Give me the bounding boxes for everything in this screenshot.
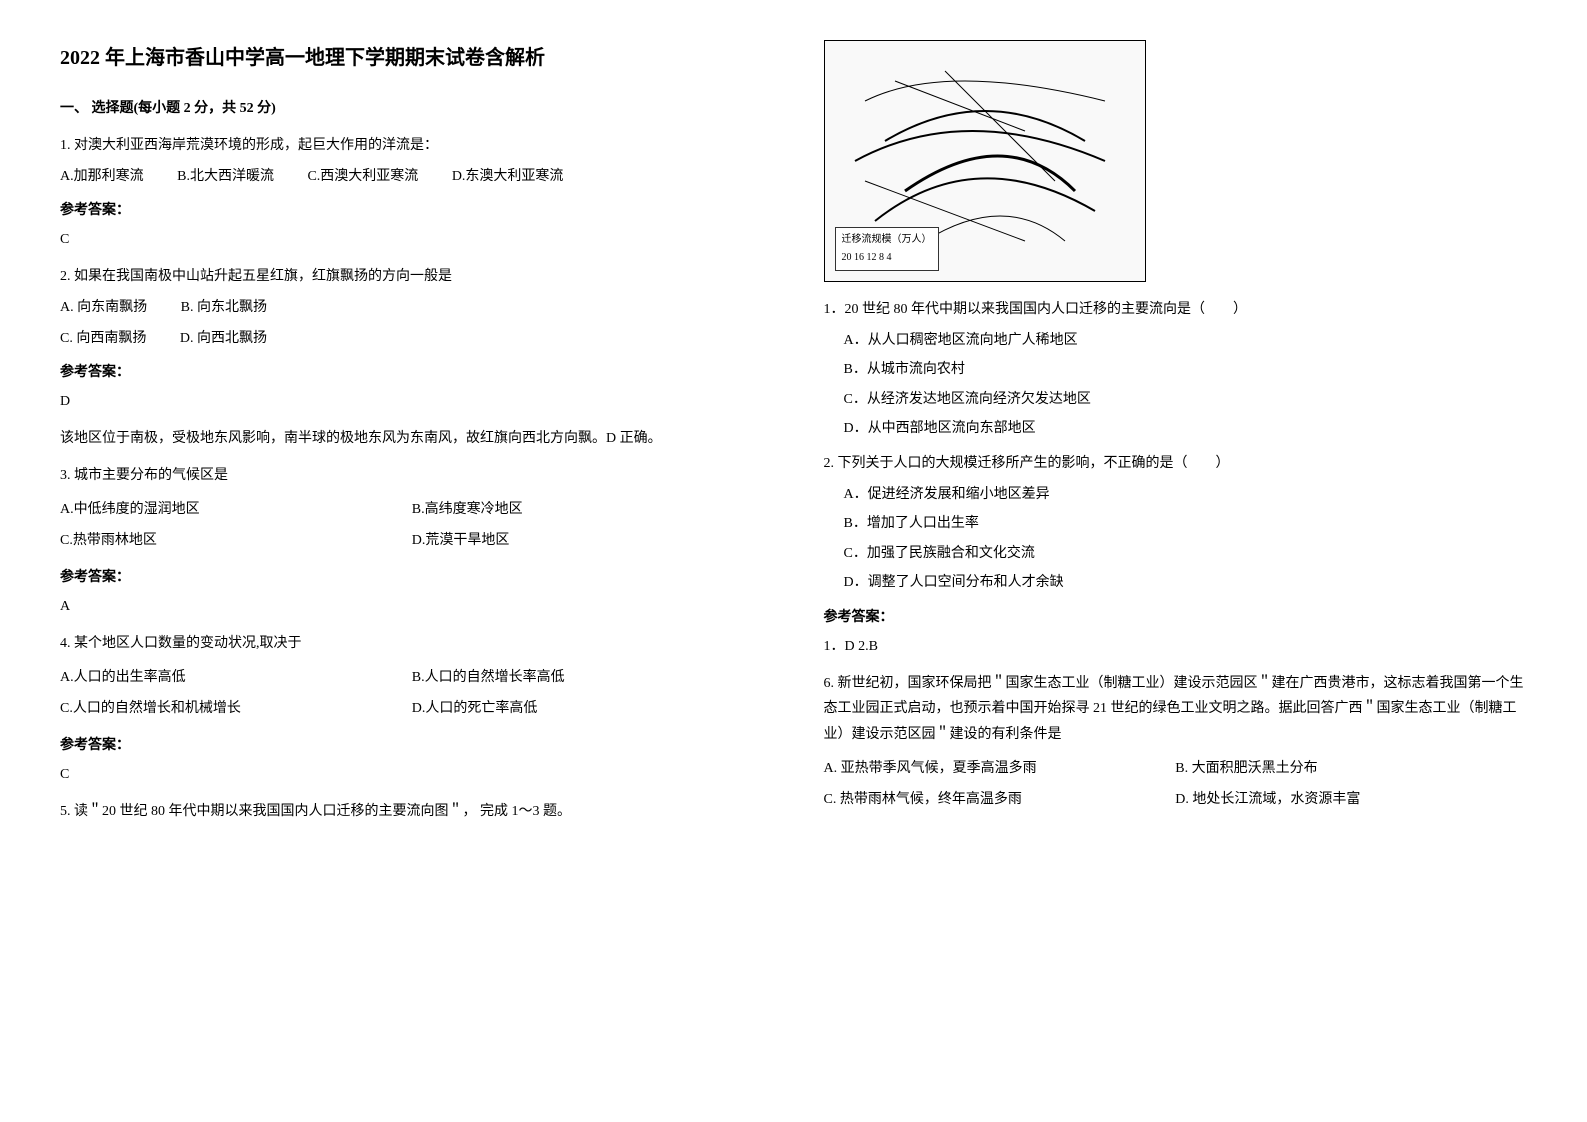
question-1: 1. 对澳大利亚西海岸荒漠环境的形成，起巨大作用的洋流是： A.加那利寒流 B.… xyxy=(60,133,764,252)
option-b: B. 向东北飘扬 xyxy=(181,295,267,320)
question-5-intro: 5. 读＂20 世纪 80 年代中期以来我国国内人口迁移的主要流向图＂， 完成 … xyxy=(60,799,764,824)
question-options: A. 亚热带季风气候，夏季高温多雨 B. 大面积肥沃黑土分布 C. 热带雨林气候… xyxy=(824,753,1528,815)
option-c: C.人口的自然增长和机械增长 xyxy=(60,696,412,721)
option-b: B.高纬度寒冷地区 xyxy=(412,497,764,522)
right-column: 迁移流规模（万人） 20 16 12 8 4 1．20 世纪 80 年代中期以来… xyxy=(824,40,1528,836)
option-d: D. 向西北飘扬 xyxy=(180,326,267,351)
answer-value: A xyxy=(60,594,764,619)
question-text: 4. 某个地区人口数量的变动状况,取决于 xyxy=(60,631,764,656)
question-5-sub2: 2. 下列关于人口的大规模迁移所产生的影响，不正确的是（ ） A．促进经济发展和… xyxy=(824,451,1528,595)
question-text: 5. 读＂20 世纪 80 年代中期以来我国国内人口迁移的主要流向图＂， 完成 … xyxy=(60,799,764,824)
option-c: C. 热带雨林气候，终年高温多雨 xyxy=(824,787,1176,812)
option-c: C.热带雨林地区 xyxy=(60,528,412,553)
map-legend: 迁移流规模（万人） 20 16 12 8 4 xyxy=(835,227,939,271)
map-legend-values: 20 16 12 8 4 xyxy=(842,249,932,267)
option-d: D.荒漠干旱地区 xyxy=(412,528,764,553)
section-1-header: 一、 选择题(每小题 2 分，共 52 分) xyxy=(60,96,764,121)
question-6: 6. 新世纪初，国家环保局把＂国家生态工业（制糖工业）建设示范园区＂建在广西贵港… xyxy=(824,671,1528,815)
page-title: 2022 年上海市香山中学高一地理下学期期末试卷含解析 xyxy=(60,40,764,76)
option-a: A．从人口稠密地区流向地广人稀地区 xyxy=(844,328,1528,353)
option-d: D.东澳大利亚寒流 xyxy=(452,164,564,189)
option-d: D．调整了人口空间分布和人才余缺 xyxy=(844,570,1528,595)
question-4: 4. 某个地区人口数量的变动状况,取决于 A.人口的出生率高低 B.人口的自然增… xyxy=(60,631,764,787)
option-a: A.加那利寒流 xyxy=(60,164,144,189)
option-a: A.人口的出生率高低 xyxy=(60,665,412,690)
option-d: D. 地处长江流域，水资源丰富 xyxy=(1175,787,1527,812)
answer-value: 1．D 2.B xyxy=(824,634,1528,659)
question-text: 6. 新世纪初，国家环保局把＂国家生态工业（制糖工业）建设示范园区＂建在广西贵港… xyxy=(824,671,1528,747)
question-text: 2. 下列关于人口的大规模迁移所产生的影响，不正确的是（ ） xyxy=(824,451,1528,476)
option-a: A．促进经济发展和缩小地区差异 xyxy=(844,482,1528,507)
question-5-sub1: 1．20 世纪 80 年代中期以来我国国内人口迁移的主要流向是（ ） A．从人口… xyxy=(824,297,1528,441)
answer-label: 参考答案： xyxy=(60,565,764,590)
option-a: A. 向东南飘扬 xyxy=(60,295,147,320)
question-options: A.加那利寒流 B.北大西洋暖流 C.西澳大利亚寒流 D.东澳大利亚寒流 xyxy=(60,164,764,189)
option-b: B.人口的自然增长率高低 xyxy=(412,665,764,690)
question-options: A. 向东南飘扬 B. 向东北飘扬 xyxy=(60,295,764,320)
question-text: 1．20 世纪 80 年代中期以来我国国内人口迁移的主要流向是（ ） xyxy=(824,297,1528,322)
option-c: C. 向西南飘扬 xyxy=(60,326,146,351)
question-options: A.中低纬度的湿润地区 B.高纬度寒冷地区 C.热带雨林地区 D.荒漠干旱地区 xyxy=(60,494,764,556)
option-b: B. 大面积肥沃黑土分布 xyxy=(1175,756,1527,781)
answer-explanation: 该地区位于南极，受极地东风影响，南半球的极地东风为东南风，故红旗向西北方向飘。D… xyxy=(60,426,764,451)
migration-map-figure: 迁移流规模（万人） 20 16 12 8 4 xyxy=(824,40,1146,282)
option-c: C．加强了民族融合和文化交流 xyxy=(844,541,1528,566)
option-c: C．从经济发达地区流向经济欠发达地区 xyxy=(844,387,1528,412)
option-b: B.北大西洋暖流 xyxy=(177,164,274,189)
option-b: B．增加了人口出生率 xyxy=(844,511,1528,536)
answer-value: D xyxy=(60,389,764,414)
answer-label: 参考答案： xyxy=(60,360,764,385)
answer-label: 参考答案： xyxy=(824,605,1528,630)
question-text: 1. 对澳大利亚西海岸荒漠环境的形成，起巨大作用的洋流是： xyxy=(60,133,764,158)
option-d: D．从中西部地区流向东部地区 xyxy=(844,416,1528,441)
option-a: A. 亚热带季风气候，夏季高温多雨 xyxy=(824,756,1176,781)
answer-label: 参考答案： xyxy=(60,198,764,223)
question-options: C. 向西南飘扬 D. 向西北飘扬 xyxy=(60,326,764,351)
answer-value: C xyxy=(60,227,764,252)
left-column: 2022 年上海市香山中学高一地理下学期期末试卷含解析 一、 选择题(每小题 2… xyxy=(60,40,764,836)
answer-value: C xyxy=(60,762,764,787)
map-legend-title: 迁移流规模（万人） xyxy=(842,231,932,249)
option-c: C.西澳大利亚寒流 xyxy=(307,164,418,189)
option-a: A.中低纬度的湿润地区 xyxy=(60,497,412,522)
answer-label: 参考答案： xyxy=(60,733,764,758)
option-d: D.人口的死亡率高低 xyxy=(412,696,764,721)
question-2: 2. 如果在我国南极中山站升起五星红旗，红旗飘扬的方向一般是 A. 向东南飘扬 … xyxy=(60,264,764,451)
question-options: A.人口的出生率高低 B.人口的自然增长率高低 C.人口的自然增长和机械增长 D… xyxy=(60,662,764,724)
question-3: 3. 城市主要分布的气候区是 A.中低纬度的湿润地区 B.高纬度寒冷地区 C.热… xyxy=(60,463,764,619)
question-text: 3. 城市主要分布的气候区是 xyxy=(60,463,764,488)
question-text: 2. 如果在我国南极中山站升起五星红旗，红旗飘扬的方向一般是 xyxy=(60,264,764,289)
option-b: B．从城市流向农村 xyxy=(844,357,1528,382)
